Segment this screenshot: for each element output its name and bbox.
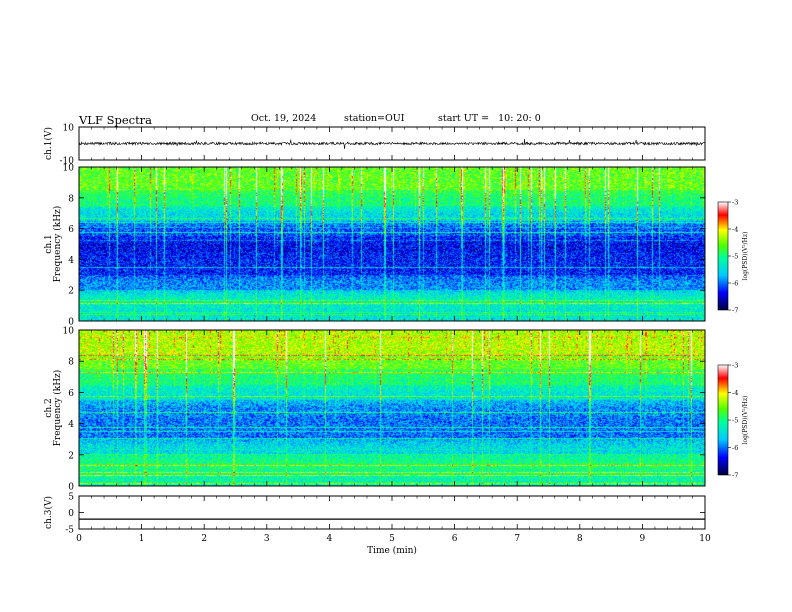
ch2-spectrogram-ytick-label: 6: [68, 389, 74, 399]
time-axis-tick-label: 9: [640, 534, 646, 544]
ch2-spectrogram-colorbar-tick-label: -5: [732, 417, 738, 425]
ch1-spectrogram-ytick-label: 8: [68, 194, 74, 204]
ch1-wave-ylabel: ch.1(V): [43, 127, 54, 160]
header-start-time: start UT = 10: 20: 0: [438, 113, 541, 124]
header-station: station=OUI: [344, 113, 405, 124]
ch1-spectrogram-ytick-label: 6: [68, 225, 74, 235]
time-axis-tick-label: 8: [577, 534, 583, 544]
ch2-spectrogram-colorbar-tick-label: -6: [732, 444, 738, 452]
ch2-spectrogram-colorbar-tick-label: -7: [732, 472, 738, 480]
ch2-spectrogram-ytick-label: 10: [63, 327, 75, 337]
ch1-spectrogram-ytick-label: 10: [63, 164, 75, 174]
ch1-spectrogram-colorbar-tick-label: -4: [732, 226, 738, 234]
header-date: Oct. 19, 2024: [251, 113, 317, 124]
ch2-spectrogram-image: [79, 330, 705, 486]
ch3-wave-ytick-label: -5: [65, 526, 74, 536]
time-axis-tick-label: 0: [76, 534, 82, 544]
ch1-spectrogram-ylabel: ch.1: [44, 234, 54, 253]
time-axis-tick-label: 10: [699, 534, 711, 544]
ch3-wave-ytick-label: 0: [68, 509, 74, 519]
ch2-spectrogram-ylabel: ch.2: [44, 398, 54, 417]
ch1-spectrogram-colorbar-label: log(PSD)(V²/Hz): [742, 232, 749, 281]
time-axis-tick-label: 7: [514, 534, 520, 544]
ch2-spectrogram-colorbar-tick-label: -4: [732, 389, 738, 397]
ch1-spectrogram-image: [79, 167, 705, 321]
ch3-wave-ytick-label: 5: [68, 493, 74, 503]
ch1-wave-ytick-label: 10: [63, 124, 75, 134]
ch1-spectrogram-colorbar-tick-label: -5: [732, 253, 738, 261]
time-axis-tick-label: 6: [452, 534, 458, 544]
ch1-spectrogram-colorbar-tick-label: -6: [732, 280, 738, 288]
ch2-spectrogram-ytick-label: 2: [68, 451, 74, 461]
ch1-spectrogram-ytick-label: 0: [68, 318, 74, 328]
time-axis-tick-label: 2: [201, 534, 207, 544]
time-axis-tick-label: 3: [264, 534, 270, 544]
ch1-spectrogram-colorbar-tick-label: -3: [732, 199, 738, 207]
ch1-wave-ytick-label: -10: [60, 157, 75, 167]
ch2-spectrogram-ytick-label: 4: [68, 420, 74, 430]
ch1-spectrogram-ytick-label: 4: [68, 256, 74, 266]
ch2-spectrogram-colorbar: [717, 364, 729, 476]
ch2-spectrogram-colorbar-label: log(PSD)(V²/Hz): [742, 396, 749, 445]
ch1-spectrogram-ytick-label: 2: [68, 287, 74, 297]
time-axis-tick-label: 1: [139, 534, 145, 544]
time-axis-tick-label: 5: [389, 534, 395, 544]
ch2-spectrogram-colorbar-tick-label: -3: [732, 362, 738, 370]
header-title: VLF Spectra: [79, 113, 153, 127]
ch1-spectrogram-colorbar-tick-label: -7: [732, 307, 738, 315]
ch1-spectrogram-ylabel: Frequency (kHz): [52, 206, 63, 283]
time-axis-tick-label: 4: [327, 534, 333, 544]
ch2-spectrogram-ytick-label: 0: [68, 483, 74, 493]
ch2-spectrogram-ylabel: Frequency (kHz): [52, 370, 63, 447]
ch1-spectrogram-colorbar: [717, 201, 729, 311]
ch1-waveform-line: [78, 138, 706, 149]
ch3-wave-ylabel: ch.3(V): [43, 496, 54, 529]
ch2-spectrogram-ytick-label: 8: [68, 358, 74, 368]
time-axis-label: Time (min): [367, 545, 417, 556]
